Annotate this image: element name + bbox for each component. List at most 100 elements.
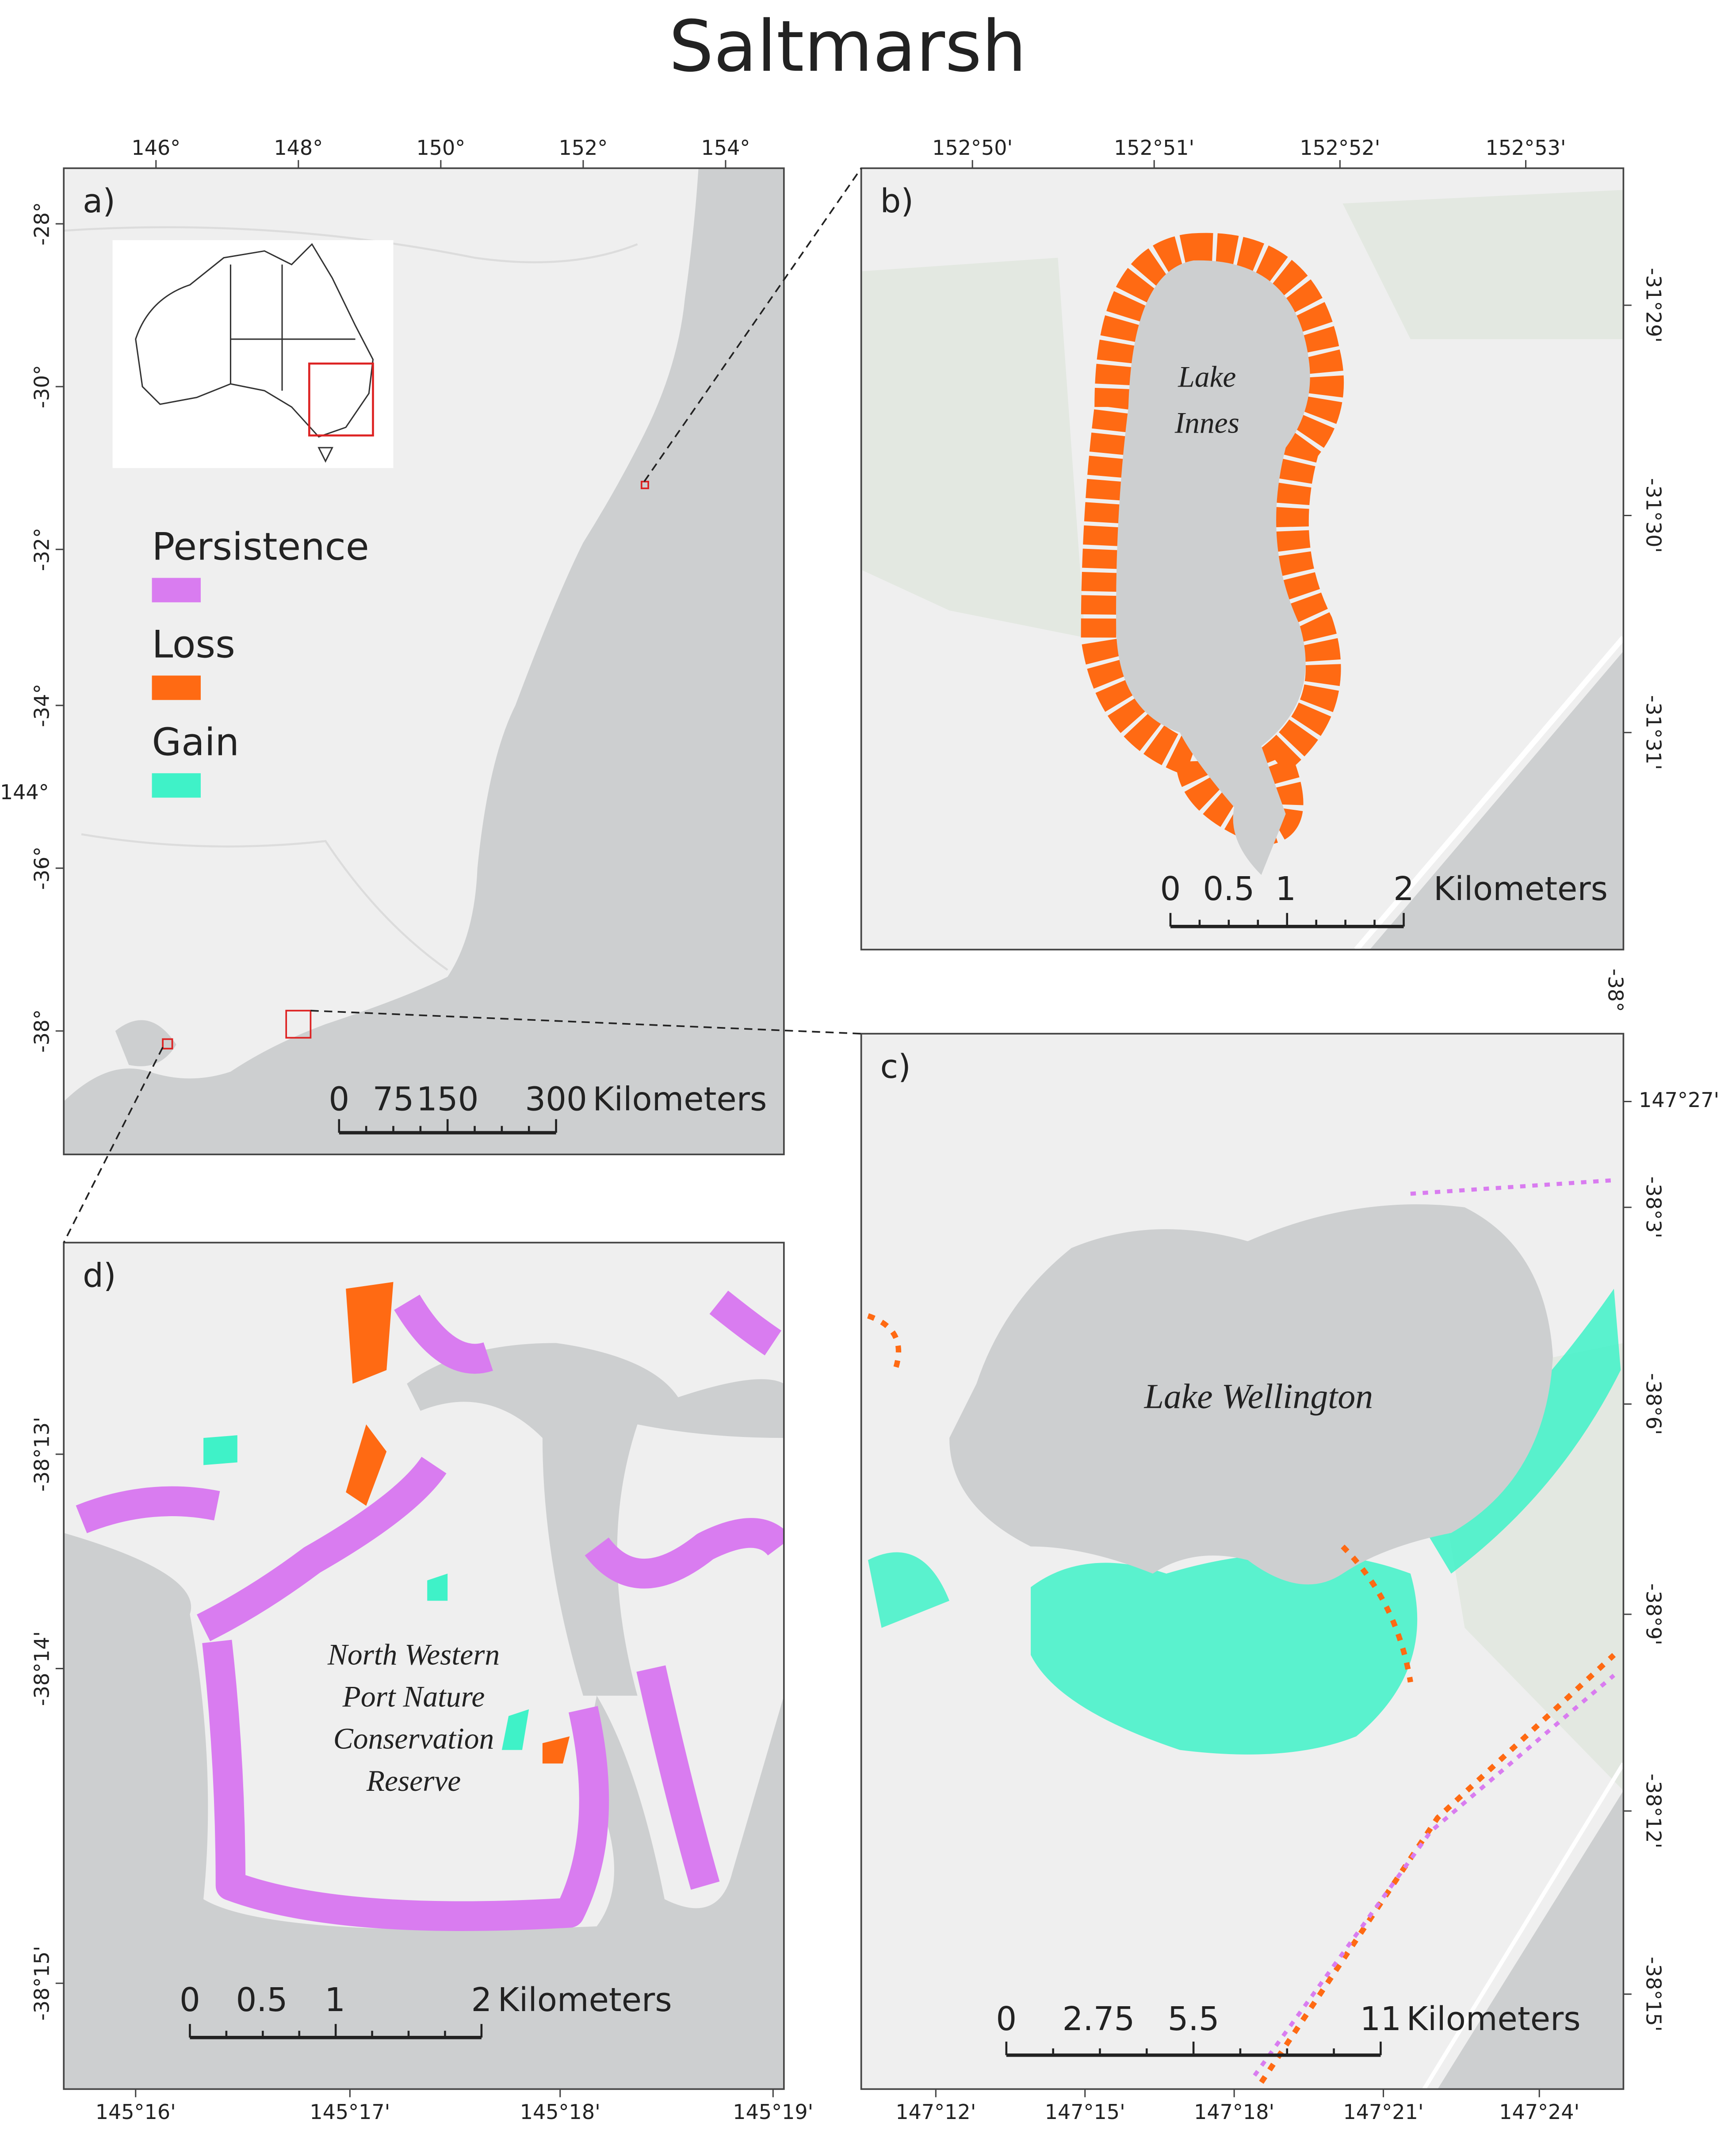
- gain-wetland: [868, 1288, 1621, 1755]
- figure-title: Saltmarsh: [669, 5, 1027, 88]
- tick-label: 152°: [558, 136, 608, 160]
- panel-label: c): [880, 1048, 911, 1086]
- bay: [115, 1020, 176, 1066]
- tick-label: 148°: [274, 136, 323, 160]
- scale-label: 0: [180, 1981, 200, 2019]
- tick-label: 152°50': [932, 136, 1013, 160]
- scale-label: 2: [1393, 870, 1414, 908]
- tick-label: 147°15': [1045, 2100, 1125, 2124]
- tick-label: 152°52': [1300, 136, 1380, 160]
- tick-label: -38°9': [1641, 1583, 1665, 1645]
- connector-line: [643, 168, 862, 482]
- panel-frame: [860, 1033, 1625, 2090]
- tick-label: -38°14': [30, 1631, 54, 1706]
- scale-unit: Kilometers: [1407, 2000, 1581, 2038]
- tick-label: -38°15': [30, 1946, 54, 2020]
- tick-label: 145°18': [520, 2100, 600, 2124]
- tick-label: -38°: [1603, 969, 1627, 1012]
- tick-label: -31°29': [1641, 268, 1665, 342]
- tick-label: -28°: [30, 202, 54, 245]
- place-name: Port Nature: [342, 1680, 485, 1713]
- tick-label: 145°17': [310, 2100, 390, 2124]
- tick-label: 144°: [0, 780, 49, 804]
- scale-label: 0.5: [1203, 870, 1254, 908]
- map-panel: [861, 1034, 1624, 2089]
- scale-label: 0: [1160, 870, 1181, 908]
- legend-swatch: [152, 675, 201, 700]
- panel-label: d): [83, 1257, 116, 1295]
- place-name: North Western: [327, 1638, 500, 1671]
- panel-frame: [63, 1242, 785, 2090]
- scale-unit: Kilometers: [1434, 870, 1608, 908]
- connector-line: [63, 1046, 164, 1243]
- tick-label: -31°31': [1641, 695, 1665, 770]
- australia-outline: [135, 243, 374, 463]
- connector-line: [310, 1010, 861, 1035]
- scale-label: 2.75: [1062, 2000, 1135, 2038]
- tick-label: -38°6': [1641, 1373, 1665, 1435]
- scale-label: 5.5: [1168, 2000, 1220, 2038]
- scale-label: 0: [329, 1081, 349, 1119]
- panel-frame: [63, 167, 785, 1155]
- state-border: [64, 226, 638, 971]
- tick-label: 147°24': [1499, 2100, 1579, 2124]
- map-panel: [64, 1242, 784, 2089]
- tick-label: 150°: [416, 136, 465, 160]
- panel-frame: [860, 167, 1625, 950]
- persistence-band: [76, 1291, 784, 1931]
- tick-label: 145°19': [733, 2100, 813, 2124]
- study-area-marker: [162, 1038, 173, 1050]
- scale-label: 11: [1360, 2000, 1402, 2038]
- scale-label: 1: [1275, 870, 1296, 908]
- place-name: Lake: [1178, 360, 1236, 393]
- tick-label: 147°27': [1639, 1088, 1719, 1112]
- tick-label: -38°3': [1641, 1176, 1665, 1238]
- panel-label: b): [880, 183, 914, 220]
- tick-label: 147°21': [1343, 2100, 1424, 2124]
- scale-unit: Kilometers: [593, 1081, 767, 1119]
- lake: [1116, 260, 1310, 875]
- tick-label: -38°15': [1641, 1957, 1665, 2031]
- inset-highlight: [308, 362, 374, 437]
- tick-label: -38°12': [1641, 1774, 1665, 1848]
- legend-label: Loss: [152, 622, 235, 667]
- tick-label: -30°: [30, 365, 54, 408]
- tick-label: 152°53': [1486, 136, 1566, 160]
- tick-label: -38°: [30, 1009, 54, 1053]
- persistence-patches: [1253, 1178, 1615, 2077]
- tick-label: 146°: [131, 136, 180, 160]
- tick-label: 145°16': [96, 2100, 176, 2124]
- road: [1354, 636, 1624, 950]
- ocean: [1369, 651, 1624, 950]
- loss-patches: [346, 1282, 570, 1764]
- ocean: [64, 168, 784, 1155]
- tick-label: -34°: [30, 684, 54, 727]
- map-panel: [861, 168, 1624, 950]
- legend-swatch: [152, 578, 201, 602]
- scale-label: 0: [996, 2000, 1017, 2038]
- tick-label: -38°13': [30, 1417, 54, 1491]
- water: [64, 1343, 784, 2089]
- loss-patches: [867, 1313, 1616, 2084]
- place-name: Reserve: [366, 1764, 461, 1797]
- study-area-marker: [285, 1010, 312, 1039]
- place-name: Innes: [1174, 406, 1239, 440]
- scale-label: 75: [373, 1081, 414, 1119]
- map-panel: [64, 168, 784, 1155]
- scale-label: 150: [417, 1081, 479, 1119]
- tick-label: -31°30': [1641, 478, 1665, 553]
- place-name: Conservation: [333, 1722, 494, 1755]
- tick-label: -32°: [30, 528, 54, 571]
- legend-label: Gain: [152, 720, 239, 764]
- inset-map: [112, 240, 394, 468]
- place-name: Lake Wellington: [1144, 1377, 1373, 1416]
- legend-label: Persistence: [152, 525, 369, 569]
- scale-unit: Kilometers: [498, 1981, 672, 2019]
- legend-swatch: [152, 773, 201, 798]
- road: [1422, 1762, 1624, 2089]
- scale-label: 2: [471, 1981, 492, 2019]
- scale-label: 1: [325, 1981, 345, 2019]
- lake: [949, 1204, 1553, 1585]
